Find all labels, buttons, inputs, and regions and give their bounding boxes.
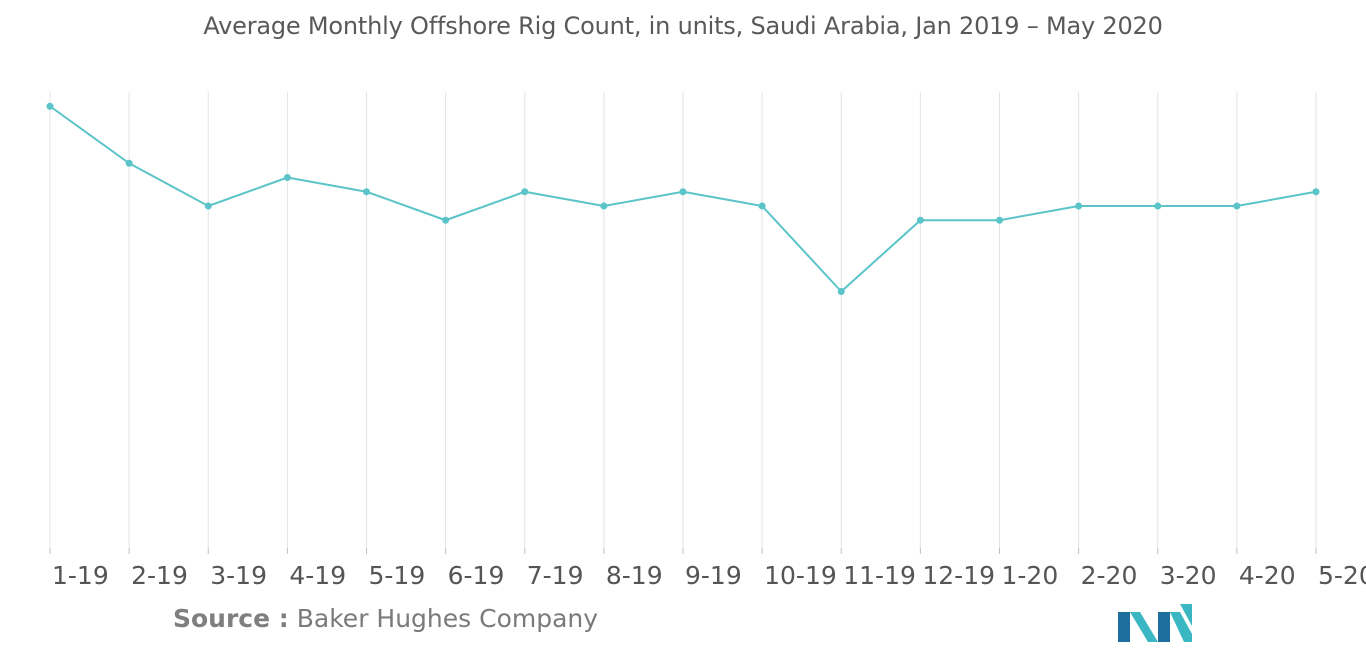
x-tick-label: 1-19 bbox=[52, 561, 109, 590]
x-tick-label: 2-19 bbox=[131, 561, 188, 590]
source-text: Baker Hughes Company bbox=[296, 604, 599, 633]
source-label: Source : bbox=[173, 604, 289, 633]
data-point bbox=[916, 216, 924, 224]
data-point bbox=[125, 159, 133, 167]
x-tick-label: 5-19 bbox=[369, 561, 426, 590]
x-tick-label: 10-19 bbox=[764, 561, 837, 590]
x-tick-label: 7-19 bbox=[527, 561, 584, 590]
data-point bbox=[1075, 202, 1083, 210]
x-tick-label: 9-19 bbox=[685, 561, 742, 590]
data-points bbox=[46, 102, 1320, 295]
x-tick-label: 3-20 bbox=[1160, 561, 1217, 590]
data-point bbox=[1233, 202, 1241, 210]
x-tick-label: 11-19 bbox=[843, 561, 916, 590]
data-point bbox=[1154, 202, 1162, 210]
x-tick-label: 2-20 bbox=[1081, 561, 1138, 590]
x-tick-labels: 1-19 2-19 3-19 4-19 5-19 6-19 7-19 8-19 9-19 10-1… bbox=[52, 561, 1366, 590]
chart-title: Average Monthly Offshore Rig Count, in u… bbox=[203, 12, 1163, 40]
x-axis bbox=[49, 548, 1317, 554]
data-point bbox=[996, 216, 1003, 224]
x-tick-label: 6-19 bbox=[448, 561, 505, 590]
source-note: Source : Baker Hughes Company bbox=[173, 604, 598, 633]
data-point bbox=[283, 174, 291, 181]
data-point bbox=[204, 202, 212, 210]
x-tick-label: 1-20 bbox=[1002, 561, 1059, 590]
data-point bbox=[46, 102, 54, 110]
data-point bbox=[837, 288, 845, 295]
data-point bbox=[679, 188, 687, 196]
mordor-intelligence-logo-icon bbox=[1118, 604, 1192, 642]
x-tick-label: 5-20 bbox=[1318, 561, 1366, 590]
data-point bbox=[758, 202, 766, 210]
line-chart: 1-19 2-19 3-19 4-19 5-19 6-19 7-19 8-19 9-19 10-1… bbox=[46, 92, 1366, 590]
data-point bbox=[442, 216, 450, 224]
gridlines bbox=[49, 92, 1317, 548]
data-point bbox=[1312, 188, 1320, 196]
x-tick-label: 4-20 bbox=[1239, 561, 1296, 590]
x-tick-label: 12-19 bbox=[922, 561, 995, 590]
x-tick-label: 4-19 bbox=[289, 561, 346, 590]
x-tick-label: 8-19 bbox=[606, 561, 663, 590]
data-point bbox=[521, 188, 529, 196]
data-point bbox=[363, 188, 370, 196]
x-tick-label: 3-19 bbox=[210, 561, 267, 590]
data-point bbox=[600, 202, 608, 210]
